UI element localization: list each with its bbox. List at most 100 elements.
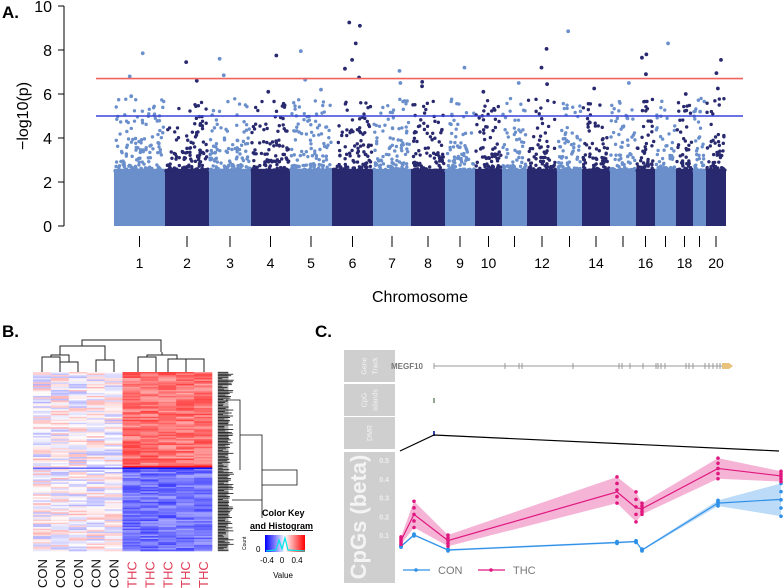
heatmap-cell (68, 474, 87, 477)
data-point (446, 163, 451, 168)
heatmap-cell (158, 467, 177, 470)
heatmap-cell (158, 404, 177, 407)
heatmap-cell (122, 385, 141, 388)
heatmap-cell (68, 497, 87, 500)
heatmap-cell (176, 476, 195, 479)
y-tick-label: 0.3 (379, 496, 389, 503)
data-point (575, 169, 580, 173)
heatmap-cell (50, 486, 70, 489)
heatmap-cell (122, 379, 141, 382)
heatmap-cell (33, 534, 52, 537)
dendrogram-branch (50, 353, 70, 362)
heatmap-cell (140, 374, 159, 377)
heatmap-cell (86, 543, 105, 546)
heatmap-cell (68, 467, 87, 470)
data-point (197, 156, 201, 160)
heatmap-cell (33, 395, 52, 398)
data-point (340, 133, 344, 138)
heatmap-cell (33, 492, 52, 495)
data-point (376, 159, 381, 163)
data-point (177, 163, 182, 168)
data-point (302, 111, 306, 116)
data-point (610, 169, 614, 173)
data-point (450, 112, 454, 117)
data-point (537, 138, 542, 142)
data-point (451, 145, 456, 149)
data-point (717, 97, 722, 101)
data-point (458, 145, 462, 149)
data-point (677, 109, 681, 113)
data-point (368, 164, 373, 169)
data-point (286, 160, 290, 164)
heatmap-cell (140, 415, 159, 418)
data-point (281, 123, 285, 127)
heatmap-cell (122, 503, 141, 506)
heatmap-cell (140, 403, 159, 406)
data-point (497, 150, 501, 154)
heatmap-cell (194, 439, 213, 441)
data-point (114, 105, 118, 109)
heatmap-cell (33, 530, 52, 532)
heatmap-cell (50, 485, 70, 488)
heatmap-cell (86, 470, 105, 473)
heatmap-cell (104, 431, 123, 434)
dense-points-band (502, 168, 527, 226)
heatmap-cell (33, 521, 52, 523)
heatmap-cell (33, 473, 52, 476)
data-point (426, 146, 431, 150)
heatmap-cell (140, 442, 159, 444)
dense-points-band (332, 168, 373, 226)
data-point (257, 141, 262, 145)
x-tick-label: 8 (424, 255, 432, 271)
heatmap-cell (158, 397, 177, 400)
x-tick-label: 12 (534, 255, 550, 271)
heatmap-cell (104, 546, 123, 549)
data-point (222, 168, 227, 173)
sample-point (615, 488, 619, 492)
data-point (583, 153, 588, 157)
heatmap-cell (86, 433, 105, 435)
dendrogram-branch (226, 399, 298, 518)
data-point (658, 166, 663, 170)
data-point (304, 132, 309, 136)
data-point (562, 106, 566, 111)
data-point (135, 158, 139, 162)
data-point (327, 168, 332, 173)
heatmap-cell (33, 452, 52, 455)
data-point (256, 108, 260, 113)
data-point (274, 154, 278, 158)
heatmap-cell (50, 525, 70, 528)
data-point (405, 165, 409, 169)
chromosome-9 (444, 65, 476, 226)
data-point (348, 130, 352, 135)
heatmap-cell (140, 391, 159, 394)
heatmap-cell (158, 389, 177, 392)
heatmap-cell (140, 413, 159, 416)
heatmap-cell (68, 491, 87, 494)
data-point (546, 98, 550, 103)
heatmap-cell (176, 518, 195, 520)
heatmap-cell (33, 409, 52, 412)
data-point (717, 143, 722, 148)
data-point (700, 145, 704, 149)
data-point (454, 135, 458, 139)
heatmap-cell (194, 500, 213, 503)
data-point (317, 123, 322, 127)
heatmap-cell (86, 542, 105, 544)
data-point (594, 147, 599, 151)
data-point (648, 119, 653, 123)
heatmap-cell (122, 474, 141, 477)
heatmap-cell (50, 401, 70, 404)
heatmap-cell (86, 446, 105, 449)
heatmap-cell (122, 465, 141, 468)
data-point (522, 165, 527, 170)
column-label: THC (196, 561, 211, 588)
heatmap-cell (176, 473, 195, 476)
heatmap-cell (122, 424, 141, 426)
heatmap-cell (50, 452, 70, 455)
data-point (182, 165, 186, 170)
heatmap-cell (33, 386, 52, 389)
data-point (404, 125, 408, 129)
heatmap-cell (140, 522, 159, 525)
data-point (464, 155, 469, 160)
